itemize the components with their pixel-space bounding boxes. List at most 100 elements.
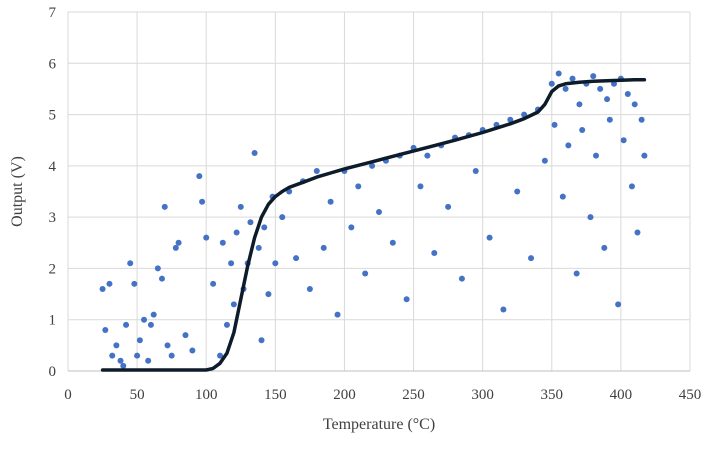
data-point: [417, 183, 424, 190]
data-point: [641, 152, 648, 159]
data-point: [293, 255, 300, 262]
data-point: [362, 270, 369, 277]
data-point: [219, 239, 226, 246]
data-point: [507, 116, 514, 123]
data-point: [258, 337, 265, 344]
y-tick-label: 2: [49, 261, 57, 277]
data-point: [569, 75, 576, 82]
data-point: [313, 167, 320, 174]
data-point: [606, 116, 613, 123]
data-point: [161, 203, 168, 210]
data-point: [628, 183, 635, 190]
data-point: [109, 352, 116, 359]
x-tick-label: 200: [333, 387, 356, 403]
data-point: [369, 162, 376, 169]
data-point: [486, 234, 493, 241]
data-point: [141, 316, 148, 323]
data-point: [113, 342, 120, 349]
data-point: [199, 198, 206, 205]
data-point: [541, 157, 548, 164]
data-point: [265, 291, 272, 298]
data-point: [136, 337, 143, 344]
data-point: [587, 214, 594, 221]
y-tick-label: 5: [49, 108, 57, 124]
data-point: [168, 352, 175, 359]
data-point: [127, 260, 134, 267]
data-point: [355, 183, 362, 190]
data-point: [255, 244, 262, 251]
y-tick-label: 6: [49, 56, 57, 72]
data-point: [106, 280, 113, 287]
data-point: [327, 198, 334, 205]
data-point: [528, 255, 535, 262]
data-point: [548, 80, 555, 87]
data-point: [431, 250, 438, 257]
data-point: [514, 188, 521, 195]
gridlines: [67, 11, 691, 372]
data-point: [565, 142, 572, 149]
data-point: [99, 285, 106, 292]
data-point: [458, 275, 465, 282]
data-point: [172, 244, 179, 251]
data-point: [573, 270, 580, 277]
x-tick-label: 450: [679, 387, 702, 403]
data-point: [472, 167, 479, 174]
x-axis-title: Temperature (°C): [323, 416, 435, 433]
trend-series: [100, 77, 647, 372]
x-tick-label: 300: [471, 387, 494, 403]
data-point: [228, 260, 235, 267]
data-point: [164, 342, 171, 349]
data-point: [576, 101, 583, 108]
data-point: [445, 203, 452, 210]
data-point: [237, 203, 244, 210]
y-tick-label: 3: [49, 210, 57, 226]
data-point: [223, 321, 230, 328]
data-point: [593, 152, 600, 159]
data-point: [555, 70, 562, 77]
data-point: [376, 209, 382, 216]
data-point: [624, 91, 631, 98]
data-point: [251, 150, 258, 157]
data-point: [610, 80, 617, 87]
trend-line: [100, 77, 647, 372]
y-tick-label: 1: [49, 313, 57, 329]
data-point: [158, 275, 165, 282]
data-point: [150, 311, 157, 318]
data-point: [196, 173, 203, 180]
y-axis-title: Output (V): [9, 156, 26, 227]
tick-labels: 0 50 100 150 200 250 300 350 400 450 0 1 2 3 4 5 6 7: [49, 5, 702, 403]
data-point: [334, 311, 341, 318]
data-point: [247, 219, 254, 226]
scatter-series: [99, 70, 648, 369]
x-tick-label: 350: [541, 387, 564, 403]
data-point: [182, 332, 189, 339]
data-point: [638, 116, 645, 123]
data-point: [631, 101, 638, 108]
data-point: [131, 280, 138, 287]
data-point: [203, 234, 210, 241]
data-point: [147, 321, 154, 328]
data-point: [134, 352, 141, 359]
data-point: [590, 73, 597, 80]
data-point: [424, 152, 431, 159]
y-tick-label: 7: [49, 5, 57, 21]
data-point: [604, 96, 611, 103]
data-point: [175, 239, 182, 246]
data-point: [559, 193, 566, 200]
data-point: [634, 229, 641, 236]
y-tick-label: 4: [49, 159, 57, 175]
data-point: [210, 280, 217, 287]
x-tick-label: 100: [195, 387, 218, 403]
data-point: [117, 357, 124, 364]
data-point: [551, 121, 558, 128]
x-tick-label: 400: [610, 387, 633, 403]
x-tick-label: 150: [264, 387, 287, 403]
data-point: [120, 362, 127, 369]
data-point: [217, 352, 224, 359]
data-point: [403, 296, 410, 303]
data-point: [320, 244, 327, 251]
data-point: [261, 224, 268, 231]
data-point: [279, 214, 286, 221]
